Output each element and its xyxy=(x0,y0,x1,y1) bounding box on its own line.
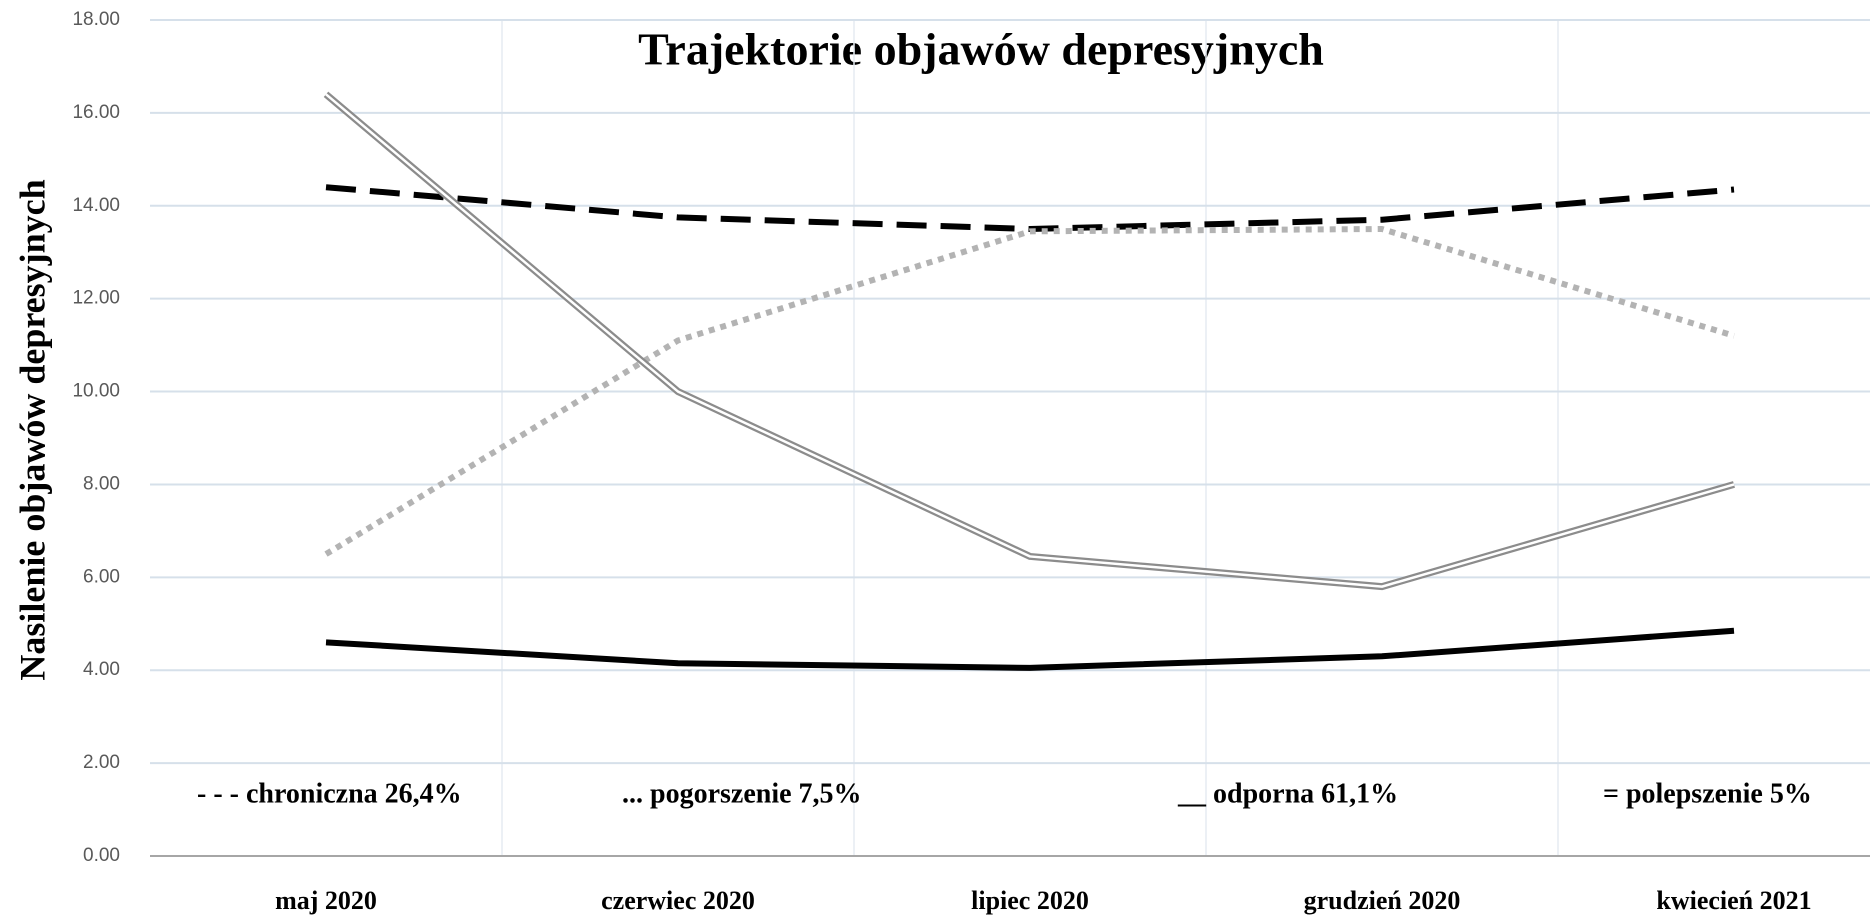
y-tick-label: 6.00 xyxy=(83,566,120,587)
y-tick-label: 2.00 xyxy=(83,752,120,773)
x-tick-label: grudzień 2020 xyxy=(1304,886,1461,915)
legend-label: - - - chroniczna 26,4% xyxy=(197,778,462,809)
series-line xyxy=(324,226,1735,557)
y-tick-label: 10.00 xyxy=(72,381,120,402)
y-tick-label: 18.00 xyxy=(72,9,120,30)
legend-label: = polepszenie 5% xyxy=(1603,778,1812,809)
y-tick-label: 8.00 xyxy=(83,473,120,494)
series-line-inner xyxy=(325,93,1735,588)
y-tick-label: 14.00 xyxy=(72,195,120,216)
y-tick-label: 0.00 xyxy=(83,845,120,866)
x-tick-label: maj 2020 xyxy=(275,886,377,915)
series-line xyxy=(325,184,1735,232)
legend-label: __ odporna 61,1% xyxy=(1177,778,1398,809)
x-tick-label: lipiec 2020 xyxy=(971,886,1089,915)
chart-title: Trajektorie objawów depresyjnych xyxy=(638,24,1324,75)
y-tick-label: 16.00 xyxy=(72,102,120,123)
legend-label: ... pogorszenie 7,5% xyxy=(622,778,862,809)
y-tick-label: 12.00 xyxy=(72,288,120,309)
series-line xyxy=(325,627,1735,671)
x-tick-label: kwiecień 2021 xyxy=(1656,886,1811,915)
x-tick-label: czerwiec 2020 xyxy=(601,886,755,915)
y-axis-label: Nasilenie objawów depresyjnych xyxy=(12,179,52,680)
series-line xyxy=(323,91,1735,591)
y-tick-label: 4.00 xyxy=(83,659,120,680)
